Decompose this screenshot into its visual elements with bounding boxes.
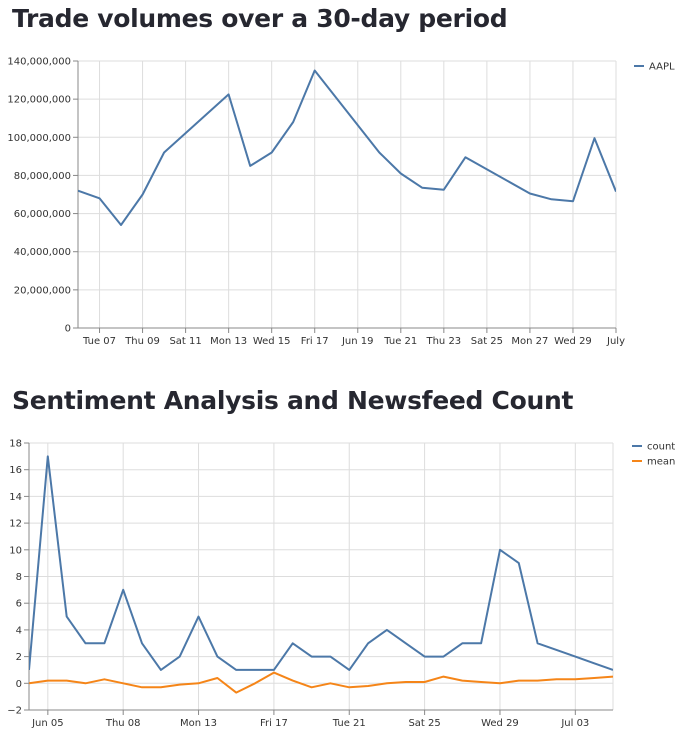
y-tick-label: 80,000,000 xyxy=(14,171,71,182)
x-tick-label: Thu 23 xyxy=(425,336,461,347)
x-tick-label: Thu 08 xyxy=(105,718,141,729)
x-tick-label: July xyxy=(606,336,625,347)
y-tick-label: 140,000,000 xyxy=(7,57,71,68)
legend-label-mean: mean xyxy=(647,457,675,468)
y-tick-label: 8 xyxy=(16,572,22,583)
y-tick-label: 14 xyxy=(9,492,22,503)
y-tick-label: 4 xyxy=(16,625,22,636)
y-tick-label: 6 xyxy=(16,599,22,610)
x-tick-label: Sat 11 xyxy=(169,336,201,347)
x-tick-label: Tue 21 xyxy=(383,336,417,347)
x-tick-label: Mon 13 xyxy=(210,336,247,347)
y-tick-label: 40,000,000 xyxy=(14,247,71,258)
x-tick-label: Mon 13 xyxy=(180,718,217,729)
y-tick-label: 12 xyxy=(9,519,22,530)
x-tick-label: Sat 25 xyxy=(471,336,503,347)
y-tick-label: 20,000,000 xyxy=(14,285,71,296)
y-tick-label: 2 xyxy=(16,652,22,663)
x-tick-label: Jun 19 xyxy=(341,336,374,347)
x-tick-label: Fri 17 xyxy=(260,718,288,729)
legend-label-count: count xyxy=(647,442,675,453)
y-tick-label: 0 xyxy=(16,679,22,690)
sentiment-chart: Jun 05 Thu 08 Mon 13 Fri 17 Tue 21 Sat 25 Wed … xyxy=(7,439,675,730)
series-line-count xyxy=(29,455,613,671)
chart-title-sentiment: Sentiment Analysis and Newsfeed Count xyxy=(12,386,574,415)
x-tick-label: Tue 07 xyxy=(82,336,116,347)
series-line-mean xyxy=(29,671,613,694)
trade-volume-chart: Tue 07 Thu 09 Sat 11 Mon 13 Wed 15 Fri 17 Jun … xyxy=(7,57,675,348)
x-tick-label: Jul 03 xyxy=(560,718,589,729)
x-tick-label: Fri 17 xyxy=(301,336,329,347)
y-tick-label: 0 xyxy=(65,324,71,335)
x-tick-label: Jun 05 xyxy=(31,718,64,729)
chart-title-trade-volumes: Trade volumes over a 30-day period xyxy=(12,4,508,33)
x-tick-label: Wed 15 xyxy=(253,336,291,347)
y-tick-label: −2 xyxy=(7,706,22,717)
x-tick-label: Wed 29 xyxy=(554,336,592,347)
y-tick-label: 120,000,000 xyxy=(7,95,71,106)
x-tick-label: Wed 29 xyxy=(481,718,519,729)
x-tick-label: Mon 27 xyxy=(511,336,548,347)
x-tick-label: Tue 21 xyxy=(332,718,366,729)
y-tick-label: 18 xyxy=(9,439,22,450)
x-tick-label: Sat 25 xyxy=(408,718,440,729)
x-tick-label: Thu 09 xyxy=(124,336,160,347)
y-tick-label: 60,000,000 xyxy=(14,209,71,220)
legend-label-aapl: AAPL xyxy=(649,62,675,73)
series-line-aapl xyxy=(78,69,616,226)
y-tick-label: 16 xyxy=(9,465,22,476)
y-tick-label: 100,000,000 xyxy=(7,133,71,144)
y-tick-label: 10 xyxy=(9,545,22,556)
